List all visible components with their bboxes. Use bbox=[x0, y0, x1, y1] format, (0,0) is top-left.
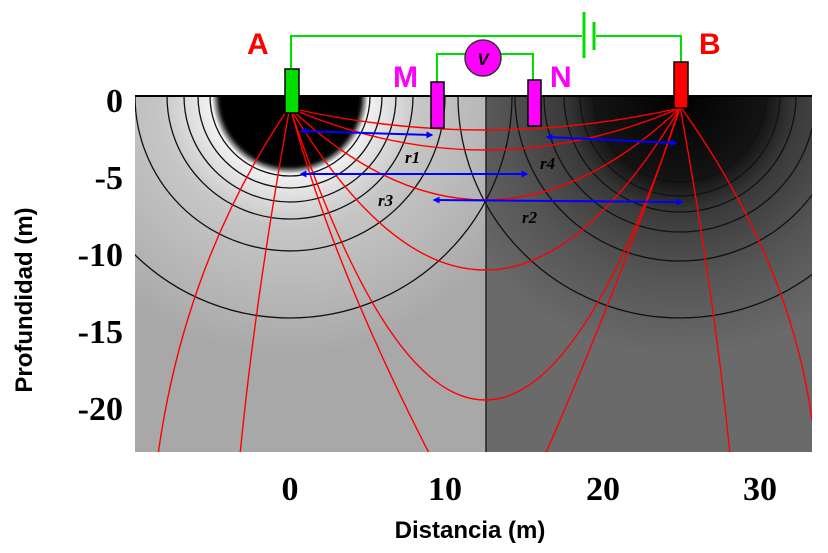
electrode-B bbox=[673, 61, 689, 109]
electrodes bbox=[284, 61, 689, 129]
label-M: M bbox=[393, 61, 418, 94]
x-tick-30: 30 bbox=[743, 471, 777, 508]
voltmeter: V bbox=[464, 39, 502, 77]
label-r3: r3 bbox=[378, 191, 394, 210]
distance-arrows bbox=[299, 127, 684, 206]
equipotential-b-3 bbox=[563, 96, 797, 213]
current-line-arc-2 bbox=[289, 107, 681, 151]
current-line-b-out-1 bbox=[679, 105, 812, 421]
electrode-N bbox=[527, 79, 542, 127]
current-line-arc-4 bbox=[289, 107, 681, 271]
circuit bbox=[290, 35, 682, 82]
x-axis-ticks: 0 10 20 30 bbox=[282, 471, 778, 508]
current-line-a-out-1 bbox=[157, 105, 291, 452]
x-tick-10: 10 bbox=[428, 471, 462, 508]
arrow-r2 bbox=[432, 196, 684, 206]
x-tick-20: 20 bbox=[586, 471, 620, 508]
electrode-labels: A M N B bbox=[247, 28, 721, 94]
equipotential-b-5 bbox=[514, 96, 812, 262]
y-axis-label: Profundidad (m) bbox=[11, 207, 38, 392]
current-line-a-out-2 bbox=[239, 105, 291, 452]
y-tick-5: -5 bbox=[95, 160, 123, 197]
current-line-b-out-3 bbox=[545, 105, 681, 452]
x-axis-label: Distancia (m) bbox=[395, 517, 546, 544]
arrow-r4 bbox=[545, 133, 678, 147]
current-lines bbox=[157, 105, 812, 452]
label-r4: r4 bbox=[540, 154, 555, 173]
current-line-arc-1 bbox=[289, 107, 681, 131]
equipotential-a-5 bbox=[166, 96, 414, 220]
arrow-r1 bbox=[299, 127, 434, 139]
y-tick-20: -20 bbox=[78, 391, 123, 428]
equipotential-a-6 bbox=[135, 96, 446, 252]
label-r1: r1 bbox=[405, 148, 420, 167]
current-line-b-out-2 bbox=[679, 105, 731, 452]
current-line-arc-5 bbox=[289, 107, 681, 401]
label-N: N bbox=[550, 61, 572, 94]
label-B: B bbox=[699, 28, 721, 61]
equipotential-a-1 bbox=[219, 96, 361, 167]
y-tick-10: -10 bbox=[78, 237, 123, 274]
distance-labels: r1 r2 r3 r4 bbox=[378, 148, 555, 227]
equipotential-a-4 bbox=[183, 96, 397, 203]
label-r2: r2 bbox=[522, 208, 538, 227]
y-tick-0: 0 bbox=[106, 83, 123, 120]
voltmeter-icon bbox=[464, 39, 502, 77]
y-axis-ticks: 0 -5 -10 -15 -20 bbox=[78, 83, 123, 428]
circuit-wire-meter bbox=[436, 53, 534, 82]
voltmeter-label: V bbox=[477, 50, 490, 69]
battery-icon bbox=[582, 12, 596, 58]
equipotential-b-4 bbox=[543, 96, 812, 233]
circuit-wire-main bbox=[290, 35, 682, 70]
x-tick-0: 0 bbox=[282, 471, 299, 508]
label-A: A bbox=[247, 28, 269, 61]
y-tick-15: -15 bbox=[78, 314, 123, 351]
electrode-M bbox=[430, 81, 445, 129]
current-line-a-out-3 bbox=[289, 105, 430, 452]
electrode-A bbox=[284, 68, 300, 114]
